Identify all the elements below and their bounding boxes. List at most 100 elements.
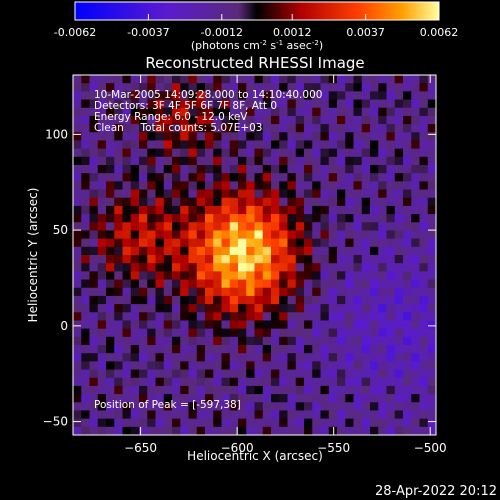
heatmap-cell — [262, 410, 272, 420]
heatmap-cell — [147, 336, 157, 346]
heatmap-cell — [97, 107, 107, 117]
heatmap-cell — [221, 385, 231, 395]
heatmap-cell — [246, 394, 256, 403]
heatmap-cell — [155, 312, 165, 322]
heatmap-cell — [262, 345, 272, 354]
heatmap-cell — [419, 287, 429, 297]
heatmap-cell — [419, 304, 429, 313]
heatmap-cell — [254, 165, 264, 174]
heatmap-cell — [295, 181, 305, 191]
heatmap-cell — [172, 156, 181, 166]
heatmap-cell — [427, 91, 436, 101]
heatmap-cell — [130, 132, 140, 142]
heatmap-cell — [130, 205, 140, 215]
heatmap-cell — [427, 279, 436, 289]
heatmap-cell — [205, 205, 214, 215]
heatmap-cell — [411, 205, 421, 215]
heatmap-cell — [130, 418, 140, 428]
heatmap-cell — [304, 287, 313, 297]
heatmap-cell — [304, 156, 313, 166]
heatmap-cell — [114, 189, 124, 199]
y-tick-label: 0 — [60, 319, 68, 333]
heatmap-cell — [394, 165, 404, 174]
heatmap-cell — [353, 385, 363, 395]
heatmap-cell — [139, 410, 148, 420]
heatmap-cell — [304, 345, 313, 354]
heatmap-cell — [370, 377, 379, 387]
heatmap-cell — [246, 328, 256, 338]
heatmap-cell — [403, 107, 412, 117]
heatmap-cell — [163, 205, 173, 215]
heatmap-cell — [271, 312, 280, 322]
heatmap-cell — [172, 148, 181, 158]
heatmap-cell — [287, 336, 297, 346]
heatmap-cell — [229, 271, 239, 281]
heatmap-cell — [271, 385, 280, 395]
heatmap-cell — [403, 189, 412, 199]
heatmap-cell — [81, 304, 91, 313]
heatmap-cell — [73, 230, 82, 240]
heatmap-cell — [337, 295, 346, 305]
heatmap-cell — [345, 214, 355, 223]
heatmap-cell — [320, 410, 330, 420]
heatmap-cell — [147, 132, 157, 142]
heatmap-cell — [370, 279, 379, 289]
heatmap-cell — [394, 426, 404, 435]
heatmap-cell — [188, 402, 198, 412]
heatmap-cell — [328, 124, 338, 133]
heatmap-cell — [419, 336, 429, 346]
heatmap-cell — [89, 402, 99, 412]
heatmap-cell — [328, 197, 338, 207]
heatmap-cell — [394, 402, 404, 412]
heatmap-cell — [378, 418, 388, 428]
heatmap-cell — [73, 304, 82, 313]
heatmap-cell — [254, 328, 264, 338]
heatmap-cell — [205, 418, 214, 428]
heatmap-cell — [196, 377, 206, 387]
heatmap-cell — [394, 385, 404, 395]
heatmap-cell — [229, 385, 239, 395]
heatmap-cell — [361, 124, 371, 133]
heatmap-cell — [271, 132, 280, 142]
heatmap-cell — [304, 255, 313, 264]
heatmap-cell — [419, 99, 429, 109]
heatmap-cell — [196, 173, 206, 182]
heatmap-cell — [196, 304, 206, 313]
heatmap-cell — [106, 402, 115, 412]
heatmap-cell — [106, 75, 115, 84]
heatmap-cell — [238, 189, 247, 199]
heatmap-cell — [403, 132, 412, 142]
heatmap-cell — [419, 271, 429, 281]
heatmap-cell — [271, 361, 280, 371]
heatmap-cell — [130, 99, 140, 109]
heatmap-cell — [411, 189, 421, 199]
heatmap-cell — [427, 328, 436, 338]
heatmap-cell — [196, 312, 206, 322]
heatmap-cell — [114, 140, 124, 150]
heatmap-cell — [304, 75, 313, 84]
heatmap-cell — [89, 156, 99, 166]
heatmap-cell — [238, 295, 247, 305]
heatmap-cell — [411, 263, 421, 272]
heatmap-cell — [353, 361, 363, 371]
heatmap-cell — [287, 255, 297, 264]
heatmap-cell — [221, 312, 231, 322]
heatmap-cell — [287, 222, 297, 232]
heatmap-cell — [139, 238, 148, 248]
heatmap-cell — [345, 107, 355, 117]
heatmap-cell — [271, 369, 280, 379]
heatmap-cell — [97, 312, 107, 322]
heatmap-cell — [155, 107, 165, 117]
heatmap-cell — [130, 197, 140, 207]
heatmap-cell — [106, 173, 115, 182]
heatmap-cell — [411, 418, 421, 428]
heatmap-cell — [221, 197, 231, 207]
heatmap-cell — [155, 255, 165, 264]
heatmap-cell — [312, 377, 322, 387]
heatmap-cell — [238, 418, 247, 428]
heatmap-cell — [205, 394, 214, 403]
heatmap-cell — [122, 263, 132, 272]
heatmap-cell — [386, 410, 396, 420]
heatmap-cell — [238, 377, 247, 387]
heatmap-cell — [403, 165, 412, 174]
